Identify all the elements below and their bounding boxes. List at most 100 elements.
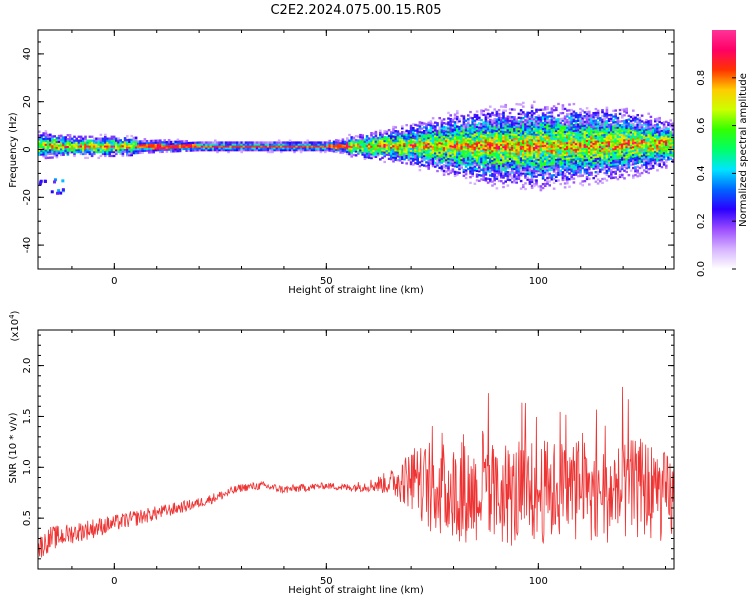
heatmap-cell — [383, 151, 386, 154]
heatmap-cell — [517, 131, 521, 135]
heatmap-cell — [610, 129, 613, 132]
heatmap-cell — [280, 149, 283, 152]
heatmap-cell — [577, 119, 580, 122]
heatmap-cell — [537, 158, 540, 161]
heatmap-cell — [390, 135, 393, 138]
heatmap-cell — [42, 134, 45, 137]
heatmap-cell — [625, 107, 628, 111]
heatmap-cell — [563, 186, 567, 189]
heatmap-cell — [550, 109, 554, 112]
heatmap-cell — [453, 146, 457, 149]
heatmap-cell — [478, 154, 481, 158]
heatmap-cell — [493, 108, 496, 111]
heatmap-cell — [539, 169, 543, 173]
heatmap-cell — [508, 119, 512, 122]
heatmap-cell — [515, 122, 518, 125]
heatmap-cell — [159, 145, 162, 148]
heatmap-cell — [489, 134, 492, 137]
heatmap-cell — [139, 149, 142, 153]
heatmap-cell — [462, 147, 466, 151]
heatmap-cell — [623, 114, 626, 117]
heatmap-cell — [504, 126, 507, 130]
heatmap-cell — [579, 163, 582, 166]
heatmap-cell — [563, 182, 567, 185]
heatmap-cell — [539, 131, 543, 135]
heatmap-cell — [40, 149, 43, 152]
heatmap-cell — [656, 169, 659, 172]
heatmap-cell — [528, 173, 532, 176]
heatmap-cell — [442, 173, 446, 176]
heatmap-cell — [618, 126, 622, 129]
heatmap-cell — [643, 156, 646, 159]
heatmap-cell — [249, 143, 252, 146]
heatmap-cell — [599, 155, 602, 158]
heatmap-cell — [480, 159, 483, 162]
heatmap-cell — [394, 141, 397, 144]
heatmap-cell — [588, 166, 591, 169]
heatmap-cell — [614, 109, 617, 112]
heatmap-cell — [425, 138, 428, 141]
heatmap-cell — [636, 165, 639, 168]
heatmap-cell — [590, 127, 593, 130]
heatmap-cell — [273, 149, 276, 152]
heatmap-cell — [541, 129, 545, 132]
heatmap-cell — [649, 134, 653, 138]
heatmap-cell — [84, 143, 87, 146]
heatmap-cell — [660, 131, 664, 134]
heatmap-cell — [517, 175, 521, 179]
heatmap-cell — [640, 154, 644, 158]
heatmap-cell — [665, 130, 668, 133]
heatmap-cell — [610, 134, 613, 138]
heatmap-cell — [71, 151, 74, 154]
heatmap-cell — [374, 142, 378, 145]
heatmap-cell — [145, 141, 149, 145]
heatmap-cell — [104, 150, 107, 154]
heatmap-cell — [561, 165, 565, 168]
heatmap-cell — [486, 181, 490, 184]
heatmap-cell — [616, 128, 620, 131]
heatmap-cell — [662, 144, 666, 147]
heatmap-cell — [306, 147, 309, 150]
heatmap-cell — [308, 145, 312, 148]
heatmap-cell — [156, 141, 160, 144]
heatmap-cell — [607, 131, 611, 134]
heatmap-cell — [612, 121, 615, 124]
heatmap-cell — [596, 178, 600, 181]
heatmap-cell — [625, 123, 628, 126]
heatmap-cell — [638, 172, 642, 175]
heatmap-cell — [372, 138, 375, 141]
heatmap-cell — [528, 148, 532, 151]
heatmap-cell — [506, 127, 510, 130]
heatmap-cell — [588, 116, 591, 119]
heatmap-cell — [601, 141, 604, 144]
heatmap-cell — [374, 148, 378, 151]
heatmap-cell — [570, 128, 573, 131]
heatmap-cell — [469, 153, 472, 156]
heatmap-cell — [134, 140, 138, 143]
heatmap-cell — [473, 150, 477, 153]
heatmap-cell — [590, 142, 593, 146]
heatmap-cell — [392, 127, 395, 131]
heatmap-cell — [440, 144, 444, 147]
heatmap-cell — [370, 155, 373, 158]
heatmap-cell — [612, 167, 615, 170]
heatmap-cell — [491, 125, 494, 128]
heatmap-cell — [442, 152, 446, 155]
heatmap-cell — [636, 161, 639, 165]
heatmap-cell — [574, 160, 578, 163]
heatmap-cell — [445, 160, 448, 164]
heatmap-cell — [526, 113, 529, 116]
heatmap-cell — [669, 142, 672, 145]
heatmap-cell — [73, 154, 76, 158]
heatmap-cell — [365, 135, 369, 138]
heatmap-cell — [517, 168, 521, 171]
heatmap-cell — [429, 156, 433, 160]
heatmap-cell — [341, 140, 345, 143]
heatmap-cell — [489, 118, 492, 122]
heatmap-cell — [504, 130, 507, 134]
heatmap-cell — [528, 165, 532, 168]
heatmap-cell — [640, 135, 644, 138]
heatmap-cell — [647, 160, 650, 163]
heatmap-cell — [570, 170, 573, 173]
heatmap-cell — [253, 141, 257, 144]
